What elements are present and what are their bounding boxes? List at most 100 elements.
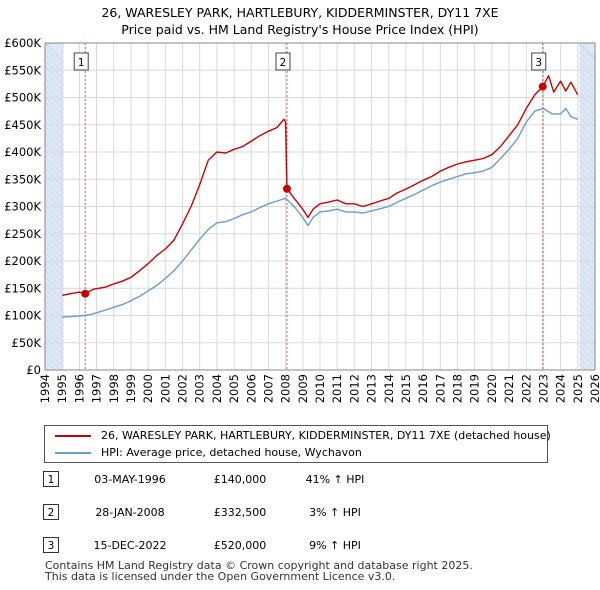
sale-hpi-change: 41% ↑ HPI <box>305 473 365 486</box>
x-tick-label: 2001 <box>158 374 172 403</box>
legend-swatch-hpi <box>55 452 91 454</box>
hatch-line <box>44 336 64 356</box>
hatch-line <box>579 267 596 284</box>
hatch-line <box>44 186 64 206</box>
x-tick-label: 2016 <box>416 374 430 403</box>
legend-label-property: 26, WARESLEY PARK, HARTLEBURY, KIDDERMIN… <box>101 429 551 442</box>
hatch-line <box>579 117 596 134</box>
hatch-line <box>44 78 64 98</box>
hatch-line <box>44 42 64 62</box>
x-tick-label: 2011 <box>330 374 344 403</box>
hatch-line <box>44 60 64 80</box>
x-tick-label: 2014 <box>382 374 396 403</box>
plot-frame <box>44 42 596 371</box>
hatch-line <box>44 270 64 290</box>
y-tick-label: £350K <box>4 172 41 186</box>
hatch-line <box>579 213 596 230</box>
hatch-line <box>579 351 596 368</box>
hatch-line <box>44 342 64 362</box>
sale-date: 03-MAY-1996 <box>94 473 166 486</box>
hatch-line <box>44 252 64 272</box>
hatch-line <box>579 243 596 260</box>
legend-label-hpi: HPI: Average price, detached house, Wych… <box>101 446 362 459</box>
hatch-line <box>579 63 596 80</box>
hatch-line <box>44 246 64 266</box>
hatch-line <box>579 153 596 170</box>
hatch-line <box>579 273 596 290</box>
hatch-line <box>579 327 596 344</box>
hatch-line <box>44 96 64 116</box>
footer-copyright: Contains HM Land Registry data © Crown c… <box>45 559 473 572</box>
x-tick-label: 2022 <box>519 374 533 403</box>
hatch-line <box>579 42 596 59</box>
x-tick-label: 1996 <box>72 374 86 403</box>
x-tick-label: 2007 <box>261 374 275 403</box>
hatch-line <box>44 156 64 176</box>
hatch-line <box>579 357 593 371</box>
x-tick-label: 2025 <box>571 374 585 403</box>
hatch-line <box>44 330 64 350</box>
x-tick-label: 2000 <box>141 374 155 403</box>
hatch-line <box>44 168 64 188</box>
x-tick-label: 2019 <box>468 374 482 403</box>
hatch-line <box>579 249 596 266</box>
y-tick-label: £50K <box>12 336 42 350</box>
y-tick-label: £200K <box>4 254 41 268</box>
y-tick-label: £600K <box>4 36 41 50</box>
sale-point <box>538 82 547 91</box>
hatch-line <box>579 159 596 176</box>
sale-row: 3 15-DEC-2022 £520,000 9% ↑ HPI <box>40 536 440 556</box>
hatch-line <box>579 261 596 278</box>
sale-label-box <box>73 52 89 71</box>
hatch-line <box>579 189 596 206</box>
hatch-line <box>579 165 596 182</box>
sale-row: 1 03-MAY-1996 £140,000 41% ↑ HPI <box>40 470 440 490</box>
hatch-line <box>579 123 596 140</box>
hatch-line <box>44 348 64 368</box>
hatch-line <box>579 87 596 104</box>
hatch-line <box>44 258 64 278</box>
x-tick-label: 2006 <box>244 374 258 403</box>
hatch-line <box>579 297 596 314</box>
sale-label-number: 3 <box>535 57 542 69</box>
hatch-line <box>44 294 64 314</box>
y-tick-label: £150K <box>4 281 41 295</box>
hatch-line <box>44 72 64 92</box>
x-tick-label: 2026 <box>588 374 600 403</box>
hatch-line <box>44 90 64 110</box>
sale-label-box <box>531 52 547 71</box>
x-tick-label: 2005 <box>227 374 241 403</box>
hatch-line <box>44 288 64 308</box>
hatch-line <box>44 102 64 122</box>
x-tick-label: 1994 <box>38 374 52 403</box>
hatch-line <box>44 108 64 128</box>
title-line-2: Price paid vs. HM Land Registry's House … <box>121 22 479 37</box>
hatch-line <box>579 75 596 92</box>
y-tick-label: £450K <box>4 118 41 132</box>
hatch-line <box>44 264 64 284</box>
sale-hpi-change: 9% ↑ HPI <box>309 539 361 552</box>
y-tick-label: £100K <box>4 309 41 323</box>
footer-licence: This data is licensed under the Open Gov… <box>45 570 396 583</box>
hatch-line <box>579 195 596 212</box>
hatch-line <box>579 303 596 320</box>
sale-number-badge: 1 <box>43 471 59 487</box>
hatch-line <box>44 48 64 68</box>
footer: Contains HM Land Registry data © Crown c… <box>45 560 473 582</box>
hatch-line <box>44 174 64 194</box>
hatch-line <box>579 147 596 164</box>
hatch-line <box>44 162 64 182</box>
sale-number-badge: 3 <box>43 537 59 553</box>
hatch-line <box>44 120 64 140</box>
sale-row: 2 28-JAN-2008 £332,500 3% ↑ HPI <box>40 503 440 523</box>
y-tick-label: £250K <box>4 227 41 241</box>
legend-swatch-property <box>55 435 91 437</box>
y-tick-label: £550K <box>4 63 41 77</box>
hatch-line <box>44 354 61 371</box>
hatch-line <box>579 363 587 371</box>
hatch-line <box>579 45 596 62</box>
hatch-line <box>579 207 596 224</box>
x-tick-label: 2024 <box>554 374 568 403</box>
x-tick-label: 2003 <box>193 374 207 403</box>
sale-label-box <box>275 52 291 71</box>
